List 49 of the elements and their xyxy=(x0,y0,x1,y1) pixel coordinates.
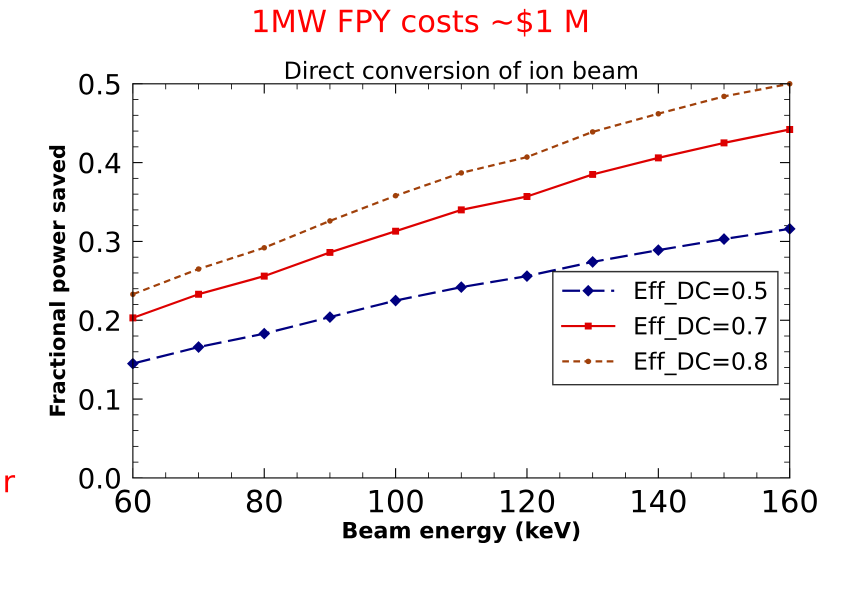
point xyxy=(590,129,596,135)
y-tick-label: 0.1 xyxy=(79,389,120,410)
point xyxy=(192,341,204,353)
point xyxy=(718,233,730,245)
point xyxy=(258,328,270,340)
point xyxy=(324,311,336,323)
legend-label: Eff_DC=0.5 xyxy=(635,281,766,305)
x-tick-label: 140 xyxy=(632,490,686,513)
point xyxy=(458,170,464,176)
point xyxy=(390,294,402,306)
point xyxy=(456,282,467,293)
y-tick-label: 0.3 xyxy=(79,231,120,252)
point xyxy=(127,358,138,370)
y-axis-title: Fractional power saved xyxy=(49,146,70,416)
point xyxy=(720,139,728,146)
x-tick-label: 80 xyxy=(246,490,282,513)
y-tick-label: 0.5 xyxy=(79,74,120,95)
legend-label: Eff_DC=0.7 xyxy=(635,316,766,340)
point xyxy=(654,154,662,162)
point xyxy=(392,192,398,198)
x-tick-label: 160 xyxy=(764,490,817,513)
point xyxy=(326,248,334,256)
point xyxy=(392,228,400,235)
point xyxy=(260,272,268,280)
point xyxy=(261,244,268,251)
point xyxy=(652,244,664,256)
point xyxy=(721,94,727,100)
chart-title: 1MW FPY costs ~$1 M xyxy=(254,8,588,37)
point xyxy=(587,256,598,268)
text: r xyxy=(5,475,16,492)
point xyxy=(589,170,596,178)
point xyxy=(327,218,333,224)
point xyxy=(524,193,530,200)
y-tick-label: 0.0 xyxy=(79,468,120,489)
x-tick-label: 120 xyxy=(501,490,554,513)
point xyxy=(196,266,202,272)
x-tick-label: 100 xyxy=(370,490,423,513)
chart-subtitle: Direct conversion of ion beam xyxy=(286,60,637,80)
point xyxy=(458,206,465,214)
point xyxy=(656,110,662,117)
x-tick-label: 60 xyxy=(116,490,150,513)
x-axis-title: Beam energy (keV) xyxy=(343,521,580,544)
point xyxy=(195,290,202,298)
y-tick-label: 0.4 xyxy=(79,152,120,174)
point xyxy=(524,154,530,160)
point xyxy=(521,270,533,282)
y-tick-label: 0.2 xyxy=(79,310,119,332)
point xyxy=(129,314,136,322)
legend-label: Eff_DC=0.8 xyxy=(635,352,767,376)
